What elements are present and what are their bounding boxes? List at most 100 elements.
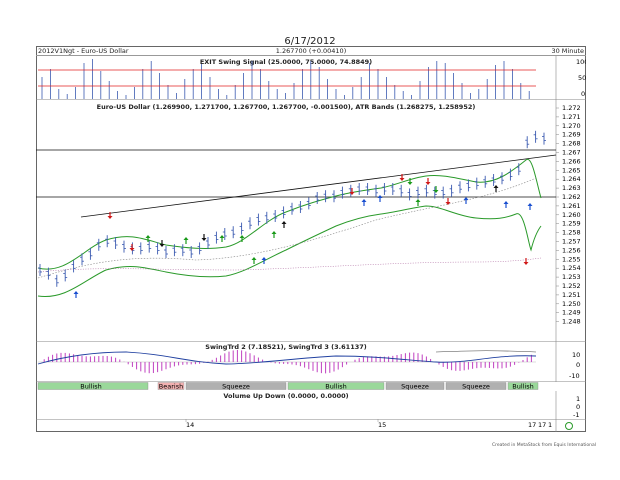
phase-bearish-bar — [157, 382, 185, 390]
exit-axis-tick: 100 — [576, 58, 586, 66]
buy-arrow-icon — [219, 235, 225, 242]
sell-arrow-icon — [107, 212, 113, 219]
moving-average-2 — [37, 257, 542, 273]
phase-squeeze-bar — [185, 382, 287, 390]
exit-signal-title: EXIT Swing Signal (25.0000, 75.0000, 74.… — [199, 58, 373, 66]
x-axis-label: 1 — [548, 421, 552, 429]
phase-bullish-bar — [37, 382, 149, 390]
phase-label: Bullish — [325, 383, 347, 391]
exit-signal-pane[interactable]: 100 50 0 — [36, 56, 586, 100]
price-axis-tick: 1.257 — [562, 238, 581, 246]
sell-arrow-icon — [129, 244, 135, 251]
buy-arrow-icon — [251, 257, 257, 264]
price-axis-tick: 1.268 — [562, 140, 581, 148]
price-axis-tick: 1.253 — [562, 273, 581, 281]
buy-arrow-icon — [281, 221, 287, 228]
swing-axis-tick: 10 — [572, 351, 580, 359]
price-axis-tick: 1.267 — [562, 149, 581, 157]
price-pane-title: Euro-US Dollar (1.269900, 1.271700, 1.26… — [96, 103, 476, 111]
atr-band-upper — [37, 158, 542, 270]
price-axis-tick: 1.261 — [562, 202, 581, 210]
phase-label: Bearish — [159, 383, 183, 391]
price-axis-tick: 1.258 — [562, 229, 581, 237]
sell-arrow-icon — [407, 178, 413, 185]
last-price-label: 1.267700 (+0.00410) — [275, 47, 347, 55]
price-axis-tick: 1.263 — [562, 184, 581, 192]
sell-arrow-icon — [201, 234, 207, 241]
buy-arrow-icon — [261, 257, 267, 264]
price-axis-tick: 1.248 — [562, 318, 581, 326]
exit-axis-tick: 0 — [581, 90, 585, 98]
sell-arrow-icon — [159, 240, 165, 247]
phase-label: Squeeze — [462, 383, 490, 391]
buy-arrow-icon — [239, 235, 245, 242]
price-pane[interactable]: 1.2721.2711.2701.2691.2681.2671.2661.265… — [36, 100, 586, 342]
swing-axis-tick: 0 — [576, 361, 580, 369]
phase-label: Bullish — [80, 383, 102, 391]
refresh-icon — [565, 422, 573, 430]
swing-pane[interactable]: 10 0 -10 — [36, 342, 586, 382]
exit-axis-tick: 50 — [578, 74, 586, 82]
buy-arrow-icon — [415, 199, 421, 206]
interval-label: 30 Minute — [551, 47, 584, 55]
price-axis-tick: 1.251 — [562, 291, 581, 299]
price-axis-tick: 1.255 — [562, 255, 581, 263]
sell-arrow-icon — [399, 174, 405, 181]
sell-arrow-icon — [425, 178, 431, 185]
price-axis-tick: 1.250 — [562, 300, 581, 308]
phase-label: Squeeze — [401, 383, 429, 391]
price-axis-tick: 1.264 — [562, 175, 581, 183]
price-axis-tick: 1.271 — [562, 113, 581, 121]
swing-line-3 — [435, 350, 537, 353]
chart-header: 2012V1Ngt - Euro-US Dollar 1.267700 (+0.… — [36, 46, 586, 56]
buy-arrow-icon — [463, 197, 469, 204]
swing-axis-tick: -10 — [569, 372, 580, 380]
buy-arrow-icon — [183, 237, 189, 244]
phase-squeeze-bar — [385, 382, 445, 390]
price-axis-tick: 1.266 — [562, 157, 581, 165]
price-axis-tick: 1.254 — [562, 264, 581, 272]
price-axis-tick: 1.256 — [562, 246, 581, 254]
x-axis-label: 14 — [186, 421, 194, 429]
chart-date-title: 6/17/2012 — [284, 36, 336, 47]
volume-pane-title: Volume Up Down (0.0000, 0.0000) — [223, 392, 349, 400]
price-axis-tick: 1.262 — [562, 193, 581, 201]
signal-arrows — [73, 174, 533, 298]
phase-row: Bullish Bearish Squeeze Bullish Squeeze … — [37, 382, 539, 391]
price-bars — [38, 130, 546, 287]
moving-average-1 — [37, 177, 537, 279]
x-axis-label: 17 — [528, 421, 536, 429]
volume-axis-tick: 0 — [576, 403, 580, 411]
price-axis-tick: 1.259 — [562, 220, 581, 228]
buy-arrow-icon — [527, 203, 533, 210]
buy-arrow-icon — [493, 185, 499, 192]
price-axis-tick: 1.260 — [562, 211, 581, 219]
phase-label: Squeeze — [222, 383, 250, 391]
symbol-label: 2012V1Ngt - Euro-US Dollar — [38, 47, 129, 55]
buy-arrow-icon — [503, 201, 509, 208]
atr-band-lower — [37, 205, 542, 297]
chart-frame — [36, 46, 586, 432]
price-axis: 1.2721.2711.2701.2691.2681.2671.2661.265… — [556, 104, 581, 326]
sell-arrow-icon — [523, 258, 529, 265]
trend-line — [80, 154, 557, 218]
footer-credit: Created in MetaStock from Equis Internat… — [491, 443, 596, 448]
sell-arrow-icon — [433, 186, 439, 193]
phase-bullish-bar — [287, 382, 385, 390]
phase-bullish-bar — [507, 382, 539, 390]
volume-axis-tick: 1 — [576, 395, 580, 403]
buy-arrow-icon — [271, 231, 277, 238]
buy-arrow-icon — [361, 199, 367, 206]
volume-pane[interactable]: 1 0 -1 14 15 17 17 1 — [36, 391, 586, 432]
price-axis-tick: 1.252 — [562, 282, 581, 290]
volume-axis-tick: -1 — [573, 411, 579, 419]
x-axis-label: 15 — [378, 421, 386, 429]
x-axis-label: 17 — [538, 421, 546, 429]
buy-arrow-icon — [145, 235, 151, 242]
exit-signal-bars — [41, 59, 530, 99]
phase-label: Bullish — [512, 383, 534, 391]
swing-histogram — [43, 350, 532, 374]
swing-line-2 — [37, 351, 537, 365]
price-axis-tick: 1.265 — [562, 166, 581, 174]
buy-arrow-icon — [73, 291, 79, 298]
